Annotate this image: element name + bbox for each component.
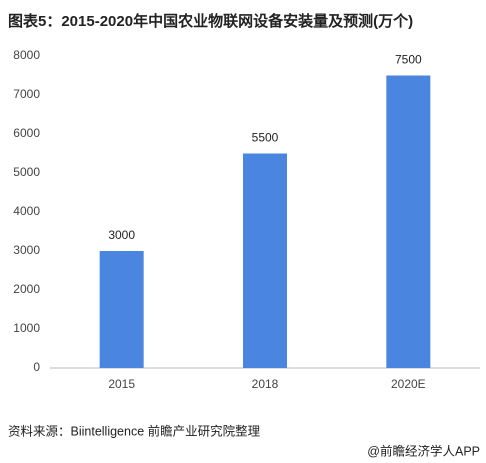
x-tick-label: 2020E (391, 377, 426, 391)
y-tick-label: 4000 (13, 204, 40, 218)
y-tick-label: 3000 (13, 243, 40, 257)
chart-title: 图表5：2015-2020年中国农业物联网设备安装量及预测(万个) (8, 12, 413, 30)
y-tick-label: 0 (33, 360, 40, 374)
bar (243, 153, 287, 368)
x-tick-label: 2018 (252, 377, 279, 391)
y-tick-label: 5000 (13, 165, 40, 179)
value-label: 7500 (395, 53, 422, 67)
y-tick-label: 6000 (13, 126, 40, 140)
x-tick-label: 2015 (108, 377, 135, 391)
source-note: 资料来源：Biintelligence 前瞻产业研究院整理 (8, 423, 261, 438)
value-label: 5500 (252, 131, 279, 145)
bar (99, 251, 144, 368)
y-tick-label: 8000 (13, 48, 40, 62)
y-tick-label: 2000 (13, 282, 40, 296)
bar (386, 75, 431, 368)
value-label: 3000 (108, 228, 135, 242)
y-tick-label: 1000 (13, 321, 40, 335)
y-tick-label: 7000 (13, 87, 40, 101)
footer-note: @前瞻经济学人APP (367, 443, 480, 458)
